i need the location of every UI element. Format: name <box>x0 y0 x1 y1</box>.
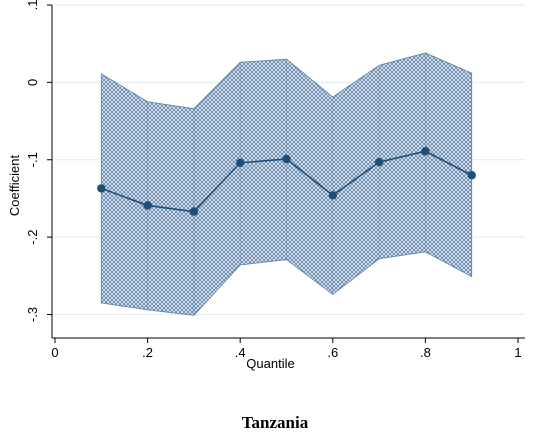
data-point-0 <box>97 184 106 193</box>
x-tick-label-5: 1 <box>514 345 521 360</box>
series-markers <box>97 147 476 216</box>
chart-caption: Tanzania <box>241 413 309 432</box>
y-tick-label-1: -.2 <box>25 230 40 245</box>
data-point-2 <box>189 207 199 216</box>
x-tick-label-3: .6 <box>327 345 338 360</box>
x-tick-label-2: .4 <box>235 345 246 360</box>
data-point-3 <box>236 158 245 168</box>
x-tick-label-4: .8 <box>420 345 431 360</box>
data-point-8 <box>467 171 476 180</box>
x-axis-title: Quantile <box>246 356 294 371</box>
confidence-band-layer <box>100 52 473 316</box>
x-tick-label-1: .2 <box>142 345 153 360</box>
data-point-5 <box>328 191 337 200</box>
y-tick-label-2: -.1 <box>25 152 40 167</box>
y-tick-label-0: -.3 <box>25 307 40 322</box>
y-axis-title: Coefficient <box>7 155 22 217</box>
axes <box>51 5 525 339</box>
data-point-7 <box>421 147 430 156</box>
x-tick-label-0: 0 <box>51 345 58 360</box>
y-tick-label-4: .1 <box>25 0 40 10</box>
x-axis-ticks: 0 .2 .4 .6 .8 1 <box>51 338 522 360</box>
y-axis-ticks: -.3 -.2 -.1 0 .1 <box>25 0 52 322</box>
data-point-6 <box>374 157 384 167</box>
y-tick-label-3: 0 <box>25 79 40 86</box>
data-point-4 <box>282 154 291 164</box>
data-point-1 <box>143 201 152 210</box>
